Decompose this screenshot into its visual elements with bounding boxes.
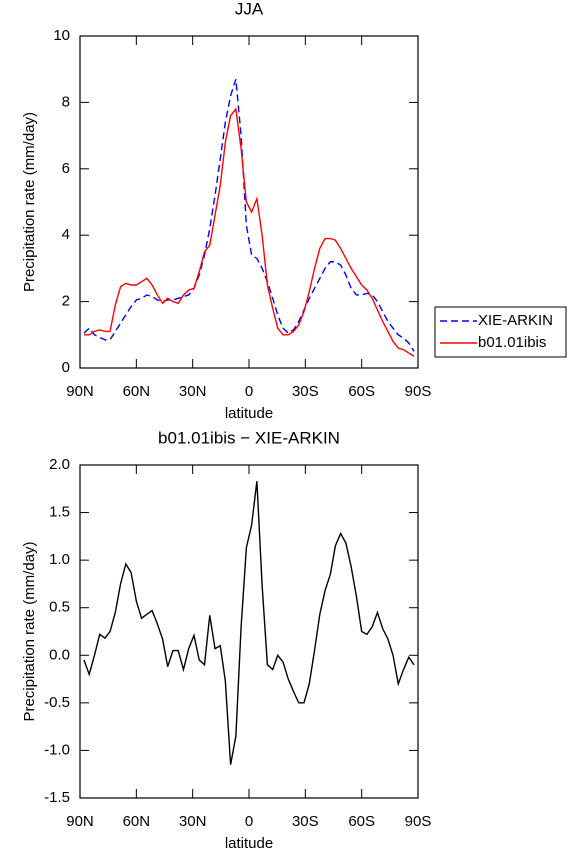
x-axis-label: latitude xyxy=(225,405,273,422)
x-tick-label: 60S xyxy=(348,813,375,830)
y-tick-label: -1.0 xyxy=(44,741,70,758)
y-axis-label: Precipitation rate (mm/day) xyxy=(21,112,38,292)
x-axis-label: latitude xyxy=(225,835,273,851)
x-tick-label: 90S xyxy=(405,383,432,400)
x-tick-label: 30S xyxy=(292,383,319,400)
x-tick-label: 30N xyxy=(179,813,207,830)
y-tick-label: 6 xyxy=(62,160,70,177)
x-tick-label: 90N xyxy=(66,813,94,830)
x-tick-label: 60S xyxy=(348,383,375,400)
plot-frame xyxy=(79,35,419,369)
legend-label: XIE-ARKIN xyxy=(478,312,553,329)
data-line xyxy=(83,78,415,352)
y-tick-label: 2 xyxy=(62,293,70,310)
y-tick-label: 0 xyxy=(62,359,70,376)
y-tick-label: -1.5 xyxy=(44,789,70,806)
y-tick-label: 10 xyxy=(53,27,70,44)
legend-label: b01.01ibis xyxy=(478,334,546,351)
x-tick-label: 60N xyxy=(123,383,151,400)
x-tick-label: 30N xyxy=(179,383,207,400)
y-tick-label: 0.5 xyxy=(49,599,70,616)
data-line xyxy=(83,481,415,765)
y-tick-label: 1.0 xyxy=(49,551,70,568)
y-tick-label: -0.5 xyxy=(44,694,70,711)
y-axis-label: Precipitation rate (mm/day) xyxy=(21,541,38,721)
x-tick-label: 90S xyxy=(405,813,432,830)
y-tick-label: 0.0 xyxy=(49,646,70,663)
x-tick-label: 0 xyxy=(245,813,253,830)
chart-title: JJA xyxy=(235,0,264,18)
y-tick-label: 1.5 xyxy=(49,504,70,521)
x-tick-label: 90N xyxy=(66,383,94,400)
x-tick-label: 30S xyxy=(292,813,319,830)
x-tick-label: 0 xyxy=(245,383,253,400)
y-tick-label: 8 xyxy=(62,93,70,110)
plot-frame xyxy=(79,464,419,799)
x-tick-label: 60N xyxy=(123,813,151,830)
y-tick-label: 2.0 xyxy=(49,456,70,473)
y-tick-label: 4 xyxy=(62,226,70,243)
data-line xyxy=(83,107,415,357)
chart-title: b01.01ibis − XIE-ARKIN xyxy=(158,428,340,447)
legend-box xyxy=(434,306,567,358)
